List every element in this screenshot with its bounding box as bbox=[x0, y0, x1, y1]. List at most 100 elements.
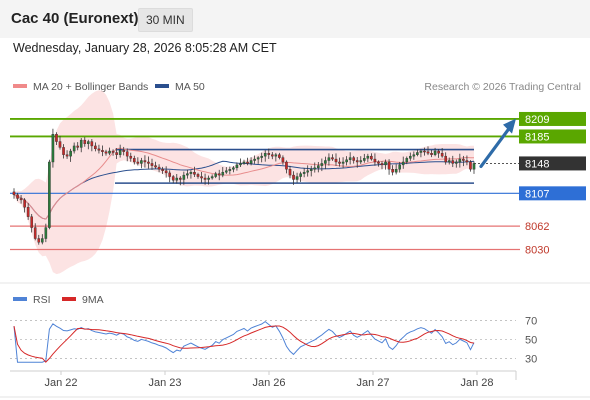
candle-body bbox=[295, 176, 299, 180]
rsi-ma-line bbox=[13, 325, 475, 363]
candle bbox=[16, 192, 19, 201]
candle-body bbox=[76, 145, 79, 148]
candle-body bbox=[33, 227, 37, 239]
candle-body bbox=[115, 152, 118, 155]
candle bbox=[79, 137, 83, 153]
candle-body bbox=[133, 158, 136, 163]
candle bbox=[133, 155, 136, 165]
candle bbox=[41, 234, 44, 245]
candle bbox=[387, 159, 391, 175]
candle-body bbox=[256, 157, 260, 160]
candle-body bbox=[423, 150, 426, 153]
candle bbox=[65, 150, 69, 159]
candle-body bbox=[87, 141, 90, 144]
candle bbox=[334, 153, 338, 166]
candle-body bbox=[345, 159, 348, 163]
candle-body bbox=[334, 158, 338, 163]
candle-body bbox=[214, 173, 217, 177]
legend-label-ma50: MA 50 bbox=[175, 81, 205, 93]
candle-body bbox=[451, 160, 455, 164]
candle bbox=[359, 156, 363, 165]
candle-body bbox=[469, 161, 472, 170]
candle bbox=[115, 148, 118, 159]
candle-body bbox=[313, 167, 317, 170]
candle bbox=[48, 159, 51, 230]
candle-body bbox=[274, 154, 278, 157]
candle-body bbox=[41, 238, 44, 243]
candle-body bbox=[249, 160, 253, 164]
candle-body bbox=[143, 160, 147, 163]
candle-body bbox=[366, 155, 370, 159]
candle bbox=[104, 149, 108, 156]
candle-body bbox=[444, 155, 447, 163]
candle-body bbox=[122, 150, 125, 152]
candle-body bbox=[207, 177, 210, 180]
candle-body bbox=[462, 158, 465, 161]
candle bbox=[355, 157, 359, 168]
candle-body bbox=[302, 171, 306, 174]
candle-body bbox=[58, 141, 62, 148]
candle bbox=[44, 223, 48, 243]
candle-body bbox=[267, 153, 271, 155]
candle-body bbox=[405, 158, 409, 163]
candle bbox=[147, 156, 150, 169]
candle bbox=[210, 174, 214, 180]
rsi-tick-label: 50 bbox=[525, 335, 537, 347]
candle bbox=[426, 146, 430, 156]
candle-body bbox=[394, 169, 398, 173]
candle-body bbox=[412, 154, 416, 157]
rsi-tick-label: 70 bbox=[525, 316, 537, 328]
candle-body bbox=[271, 154, 274, 157]
candle bbox=[214, 171, 217, 179]
candle-body bbox=[72, 145, 76, 152]
candle bbox=[125, 148, 129, 162]
candle-body bbox=[401, 161, 405, 166]
candle bbox=[309, 165, 313, 177]
candle-body bbox=[30, 216, 33, 228]
candle bbox=[437, 149, 440, 158]
candle bbox=[324, 156, 327, 170]
ma20-line bbox=[13, 147, 474, 220]
candle bbox=[30, 213, 33, 233]
candle-body bbox=[370, 155, 373, 160]
candle bbox=[423, 147, 426, 156]
candle bbox=[370, 153, 373, 161]
candle-body bbox=[260, 155, 263, 158]
candle bbox=[398, 161, 401, 173]
range-box bbox=[115, 148, 474, 184]
level-tag-8107 bbox=[519, 186, 586, 201]
candle bbox=[94, 142, 97, 152]
candle-body bbox=[111, 150, 115, 153]
candle bbox=[430, 149, 433, 158]
candle-body bbox=[327, 157, 331, 161]
candle bbox=[122, 146, 125, 156]
candle bbox=[108, 147, 111, 156]
candle bbox=[143, 155, 147, 168]
candle bbox=[419, 149, 423, 158]
candle-body bbox=[320, 163, 324, 166]
candle-body bbox=[299, 173, 302, 177]
candle bbox=[366, 153, 370, 163]
timeframe-badge[interactable]: 30 MIN bbox=[138, 8, 193, 32]
candle-body bbox=[150, 163, 154, 166]
candle bbox=[62, 144, 65, 159]
candle bbox=[327, 153, 331, 166]
candle bbox=[440, 148, 444, 158]
candle-body bbox=[164, 170, 168, 174]
candle bbox=[239, 158, 242, 167]
candle-body bbox=[200, 176, 203, 179]
candle bbox=[455, 159, 458, 168]
candle bbox=[412, 151, 416, 160]
candle bbox=[391, 165, 394, 176]
candle-body bbox=[217, 173, 221, 176]
candle bbox=[140, 157, 143, 169]
candle bbox=[363, 153, 366, 163]
candle-body bbox=[363, 158, 366, 161]
bollinger-band bbox=[14, 90, 474, 275]
level-label-8209: 8209 bbox=[525, 114, 549, 126]
candle-body bbox=[433, 150, 437, 155]
candle-body bbox=[37, 238, 41, 243]
candle-body bbox=[55, 134, 58, 142]
candle bbox=[154, 161, 157, 169]
